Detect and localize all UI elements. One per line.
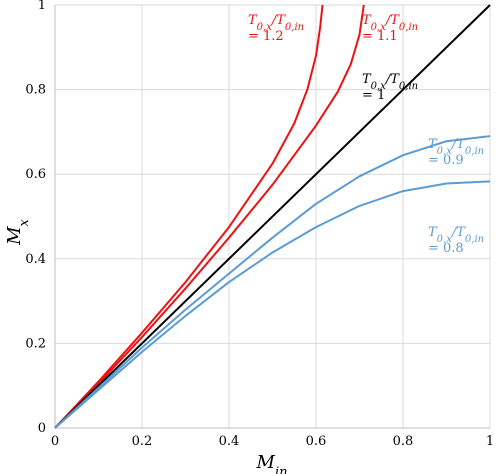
- series-line-2: [54, 4, 491, 429]
- x-tick-label: 0.8: [393, 434, 414, 449]
- series-label-3: T0,x/T0,in = 0.9: [428, 137, 484, 168]
- y-tick-label: 1: [38, 0, 46, 13]
- series-line-4: [54, 180, 491, 429]
- x-axis-label: Min: [256, 452, 288, 474]
- y-tick-label: 0.8: [25, 83, 46, 98]
- series-line-1: [54, 4, 365, 429]
- annotations: T0,x/T0,in = 1.2 T0,x/T0,in = 1.1 T0,x/T0,in…: [248, 13, 484, 256]
- series-lines: [54, 4, 491, 429]
- tick-labels: 0 0.2 0.4 0.6 0.8 1 0 0.2 0.4 0.6 0.8 1: [25, 0, 494, 449]
- x-tick-label: 0: [51, 434, 59, 449]
- y-axis-label: Mx: [4, 218, 32, 245]
- y-tick-label: 0: [38, 421, 46, 436]
- x-tick-label: 0.6: [306, 434, 327, 449]
- axes: [54, 5, 490, 429]
- x-tick-label: 1: [486, 434, 494, 449]
- series-line-0: [54, 4, 324, 429]
- series-label-1: T0,x/T0,in = 1.1: [362, 13, 418, 44]
- series-label-4: T0,x/T0,in = 0.8: [428, 225, 484, 256]
- series-line-3: [54, 135, 491, 429]
- x-tick-label: 0.2: [132, 434, 153, 449]
- y-tick-label: 0.6: [25, 167, 46, 182]
- y-tick-label: 0.4: [25, 252, 46, 267]
- grid: [55, 4, 491, 428]
- y-tick-label: 0.2: [25, 336, 46, 351]
- x-tick-label: 0.4: [219, 434, 240, 449]
- series-label-0: T0,x/T0,in = 1.2: [248, 13, 304, 44]
- series-label-2: T0,x/T0,in = 1: [362, 72, 418, 103]
